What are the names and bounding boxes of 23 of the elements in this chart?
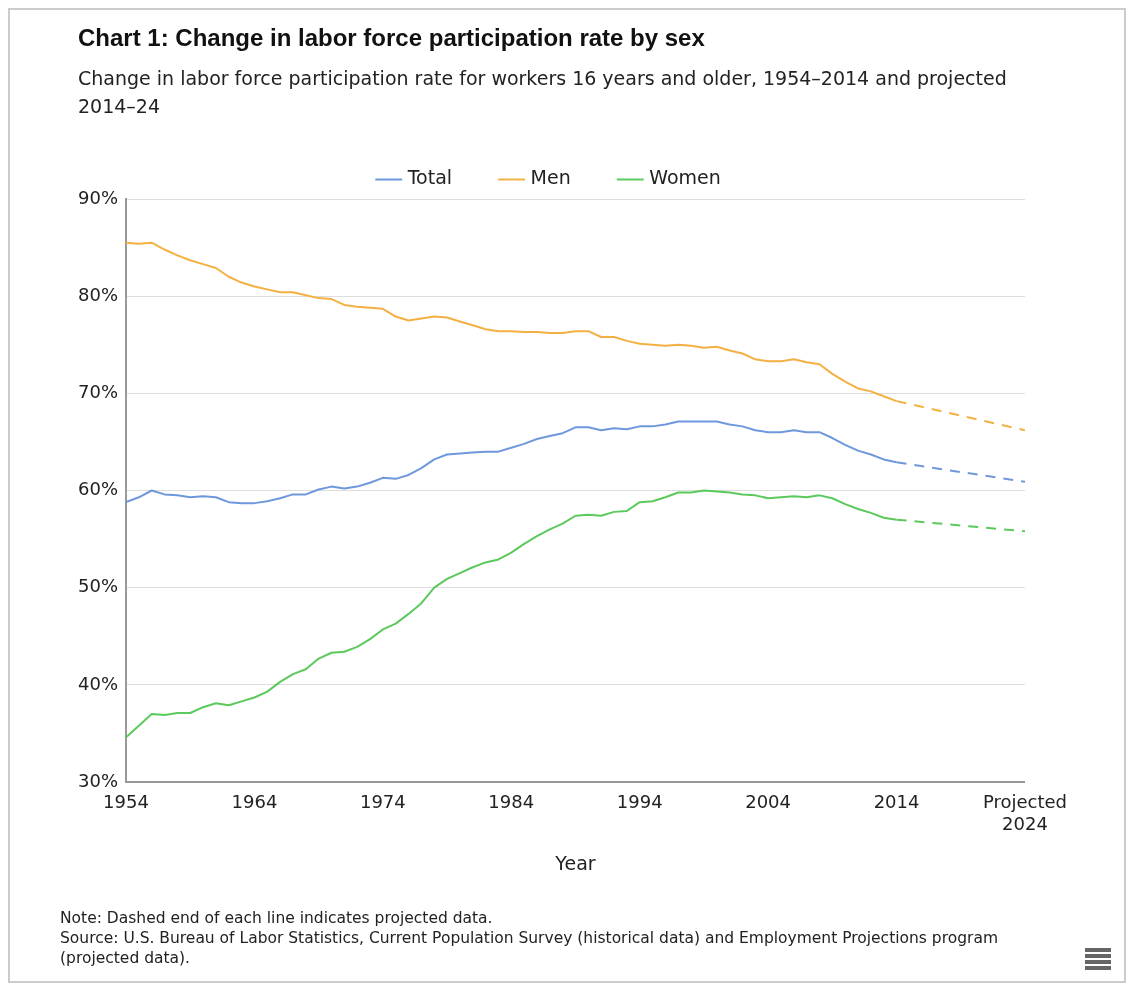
x-tick-label: 1994 <box>616 791 663 813</box>
x-axis-title: Year <box>554 851 596 874</box>
legend-label: Women <box>649 166 721 189</box>
source-note: Source: U.S. Bureau of Labor Statistics, Current Population Survey (historical data) and Employment Projections program (projected data). <box>60 928 999 968</box>
y-tick-label: 50% <box>77 575 119 597</box>
text: Note: Dashed end of each line indicates projected data. <box>60 908 494 928</box>
x-tick-label: 1974 <box>359 791 406 813</box>
x-tick-label: Projected 2024 <box>982 791 1067 835</box>
y-tick-label: 80% <box>77 283 119 305</box>
x-tick-label: 1964 <box>231 791 278 813</box>
x-tick-label: 2014 <box>873 791 920 813</box>
legend-label: Men <box>530 166 571 189</box>
x-tick-label: 2004 <box>745 791 792 813</box>
y-tick-label: 40% <box>77 672 119 694</box>
chart-subtitle: Change in labor force participation rate for workers 16 years and older, 1954–2014 and projected 2014–24 <box>78 66 1008 119</box>
y-tick-label: 60% <box>77 478 119 500</box>
x-tick-label: 1984 <box>488 791 535 813</box>
y-tick-label: 90% <box>77 186 119 208</box>
y-tick-label: 70% <box>77 381 119 403</box>
y-tick-label: 30% <box>77 769 119 791</box>
chart-title: Chart 1: Change in labor force participation rate by sex <box>78 24 706 52</box>
x-tick-label: 1954 <box>103 791 149 813</box>
legend-label: Total <box>406 166 453 189</box>
